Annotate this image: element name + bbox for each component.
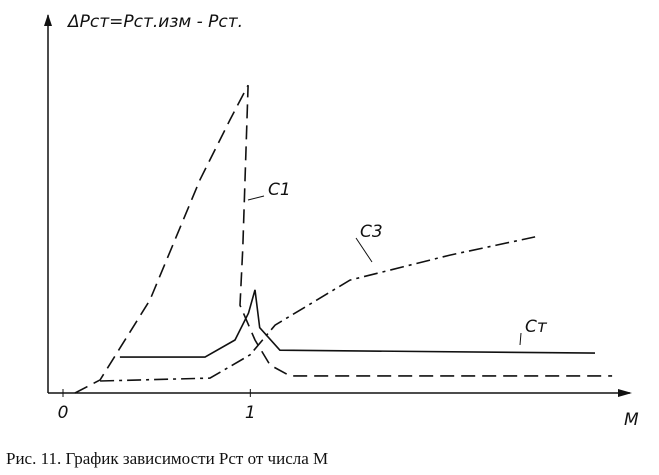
- x-tick-label: 1: [245, 403, 256, 423]
- series-line: [100, 236, 536, 382]
- label-leader: [519, 332, 522, 346]
- series-line: [119, 289, 596, 358]
- x-axis-label: M: [624, 410, 639, 430]
- y-arrow: [44, 14, 52, 26]
- series-label: Cт: [525, 317, 548, 337]
- series-label: C3: [360, 222, 383, 242]
- x-arrow: [618, 389, 632, 397]
- x-tick-label: 0: [58, 403, 69, 423]
- series-line: [74, 84, 613, 394]
- label-leader: [355, 237, 373, 263]
- caption: Рис. 11. График зависимости Рст от числа…: [6, 449, 328, 468]
- series-label: C1: [268, 180, 291, 200]
- chart-title: ΔPст=Pст.изм - Pст.: [66, 12, 243, 32]
- label-leader: [247, 195, 265, 201]
